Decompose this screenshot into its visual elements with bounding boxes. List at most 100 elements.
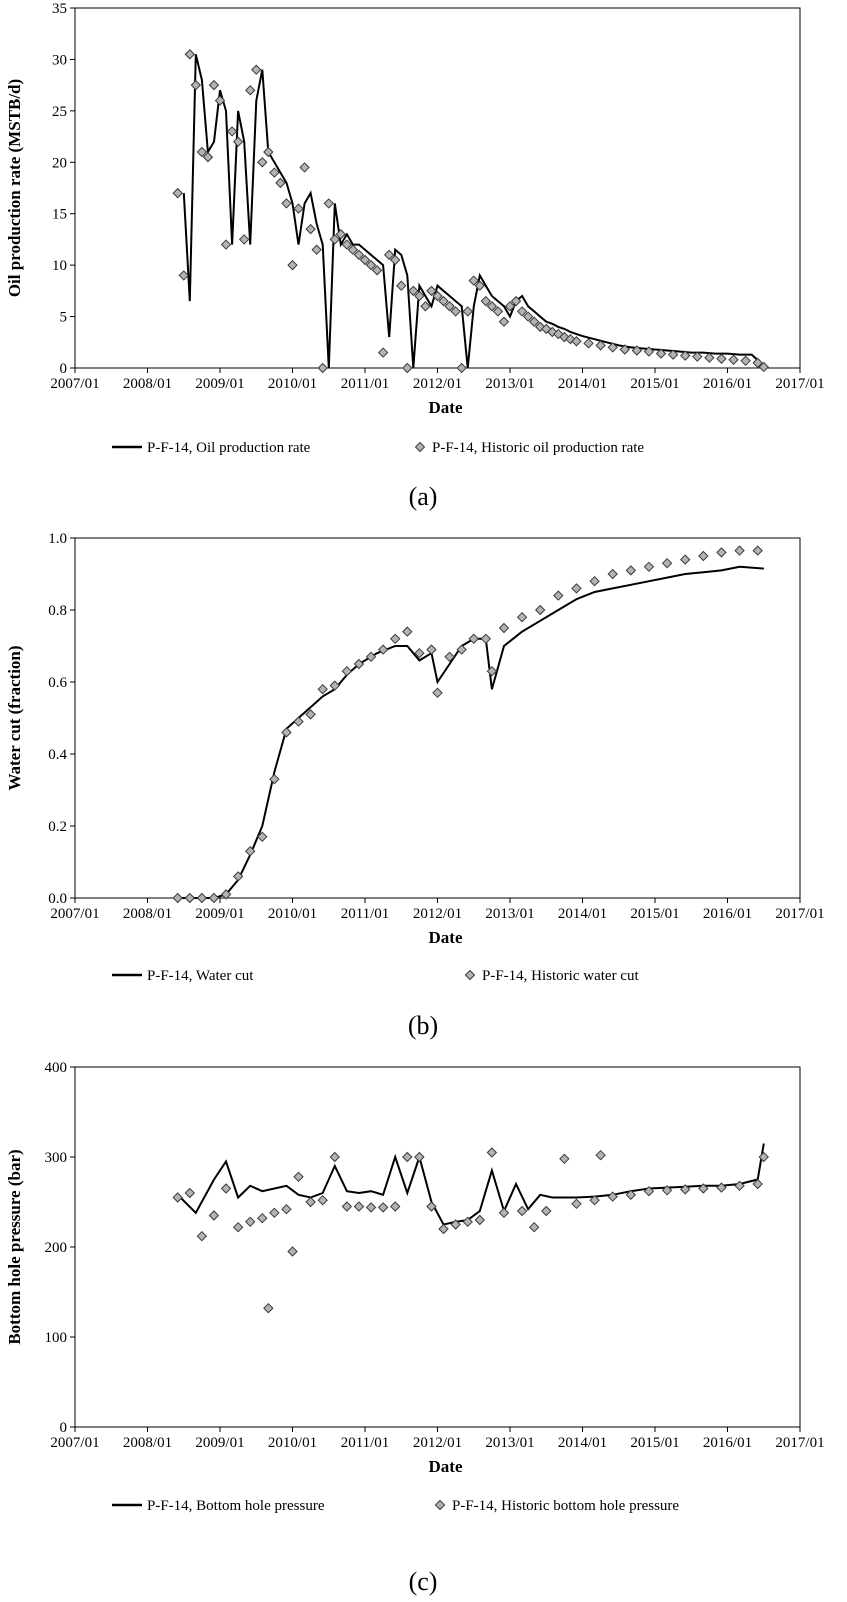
data-point-marker [359,254,371,266]
data-point-marker [571,336,582,347]
data-point-marker [353,658,365,670]
data-point-marker [432,687,443,699]
y-tick-label: 0.8 [48,603,67,619]
y-tick-label: 0.6 [48,675,67,691]
data-point-marker [734,545,745,556]
data-point-marker [444,301,455,312]
data-point-marker [734,1180,745,1192]
data-point-marker [287,259,298,271]
y-axis-label: Bottom hole pressure (bar) [5,1149,24,1344]
x-tick-label: 2015/01 [630,376,679,392]
y-tick-label: 0.2 [48,819,67,835]
data-point-marker [680,554,691,565]
data-point-marker [190,79,202,91]
x-tick-label: 2014/01 [558,1435,607,1451]
legend-label: P-F-14, Water cut [147,968,254,984]
data-point-marker [335,229,347,240]
panel-caption: (a) [409,482,438,511]
x-tick-label: 2007/01 [50,906,99,922]
legend-label: P-F-14, Bottom hole pressure [147,1498,325,1514]
data-point-marker [390,633,401,645]
data-point-marker [571,583,582,594]
x-tick-label: 2011/01 [341,376,390,392]
panel-caption: (c) [409,1567,438,1596]
data-point-marker [317,683,328,695]
data-point-marker [172,892,183,904]
data-point-marker [462,1216,473,1228]
x-tick-label: 2011/01 [341,906,390,922]
data-point-marker [728,354,739,365]
series-line [182,54,765,369]
y-tick-label: 300 [45,1150,68,1166]
x-tick-label: 2008/01 [123,1435,172,1451]
data-point-marker [184,892,195,904]
x-tick-label: 2014/01 [558,376,607,392]
x-tick-label: 2012/01 [413,1435,462,1451]
plot-frame [74,537,801,899]
x-tick-label: 2010/01 [268,906,317,922]
data-point-marker [414,1151,425,1163]
data-point-marker [232,136,244,147]
data-point-marker [516,611,528,623]
x-tick-label: 2015/01 [630,906,679,922]
data-point-marker [752,545,763,556]
y-axis-label: Oil production rate (MSTB/d) [5,79,24,297]
data-point-marker [692,351,703,362]
x-tick-label: 2013/01 [485,376,534,392]
data-point-marker [643,1185,655,1197]
data-point-marker [347,244,359,255]
y-tick-label: 20 [52,155,67,171]
legend-marker-swatch [434,1499,446,1511]
data-point-marker [281,1203,292,1215]
x-tick-label: 2010/01 [268,1435,317,1451]
chart-panel-1: 2007/01 2008/01 2009/01 2010/01 2011/01 2012/… [5,1,825,511]
data-point-marker [450,1219,461,1230]
x-tick-label: 2013/01 [485,906,534,922]
data-point-marker [716,547,727,558]
data-point-marker [365,259,377,271]
chart-legend: P-F-14, Water cut P-F-14, Historic water … [112,968,639,984]
data-point-marker [311,244,322,255]
x-tick-label: 2015/01 [630,1435,679,1451]
data-point-marker [426,644,437,655]
data-point-marker [456,644,467,655]
data-point-marker [226,126,238,137]
data-point-marker [396,280,407,291]
y-tick-label: 0.0 [48,891,67,907]
chart-panel-2: 2007/01 2008/01 2009/01 2010/01 2011/01 2012/… [5,531,825,1040]
data-point-marker [655,348,667,359]
data-point-marker [680,1184,691,1195]
x-tick-label: 2009/01 [195,376,244,392]
data-point-marker [257,1212,268,1224]
data-point-marker [498,316,510,327]
data-point-marker [607,1191,618,1202]
data-point-marker [492,306,504,317]
data-point-marker [178,270,189,281]
data-point-marker [595,1149,606,1161]
data-point-marker [432,290,443,302]
data-point-marker [468,275,479,286]
data-point-marker [220,889,232,900]
data-point-marker [559,1153,570,1165]
data-point-marker [752,1178,763,1190]
data-point-marker [547,326,558,338]
data-point-marker [232,1221,244,1233]
data-point-marker [257,157,268,168]
data-point-marker [625,1189,637,1201]
data-point-marker [510,295,522,307]
x-tick-label: 2016/01 [703,906,752,922]
x-tick-label: 2016/01 [703,376,752,392]
y-tick-label: 15 [52,207,67,223]
data-point-marker [752,357,763,369]
data-point-marker [293,203,304,214]
data-point-marker [716,353,727,364]
data-point-marker [661,557,673,569]
data-point-marker [184,1187,195,1199]
data-point-marker [196,892,208,904]
data-point-marker [299,162,310,173]
x-tick-label: 2017/01 [775,1435,824,1451]
data-point-marker [402,1151,413,1163]
data-point-marker [245,845,256,857]
